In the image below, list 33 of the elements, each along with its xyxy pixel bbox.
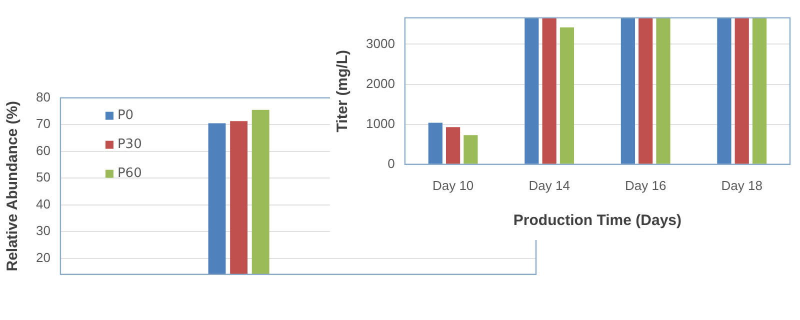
y-tick-label: 2000	[366, 76, 395, 91]
x-tick-label: Day 16	[624, 178, 666, 193]
y-tick-label: 30	[36, 223, 50, 238]
x-tick-label: Day 18	[721, 178, 762, 193]
y-axis-title: Relative Abundance (%)	[4, 100, 22, 272]
bar	[464, 135, 478, 164]
x-axis-title: Production Time (Days)	[513, 212, 682, 230]
bar	[656, 18, 670, 164]
bar	[734, 18, 749, 164]
legend-label: P60	[117, 166, 142, 182]
y-tick-label: 70	[36, 116, 50, 132]
y-tick-label: 50	[36, 170, 50, 185]
bar	[542, 18, 556, 164]
y-tick-label: 0	[388, 156, 395, 171]
bar	[620, 18, 636, 164]
y-tick-label: 40	[36, 196, 50, 212]
bar	[428, 122, 442, 164]
bar	[717, 18, 732, 164]
y-tick-label: 60	[36, 142, 50, 158]
x-tick-label: Day 10	[432, 178, 474, 193]
y-tick-label: 3000	[366, 36, 395, 51]
bar	[560, 27, 574, 164]
bar	[752, 18, 767, 164]
y-tick-label: 1000	[366, 116, 395, 131]
bar	[638, 18, 653, 164]
y-axis-title: Titer (mg/L)	[334, 50, 352, 132]
legend-label: P0	[117, 108, 134, 124]
legend-label: P30	[117, 137, 142, 152]
x-tick-label: Day 14	[528, 178, 570, 193]
y-tick-label: 20	[36, 250, 50, 265]
bar	[446, 127, 460, 164]
bar	[524, 18, 539, 164]
y-tick-label: 80	[36, 89, 50, 104]
